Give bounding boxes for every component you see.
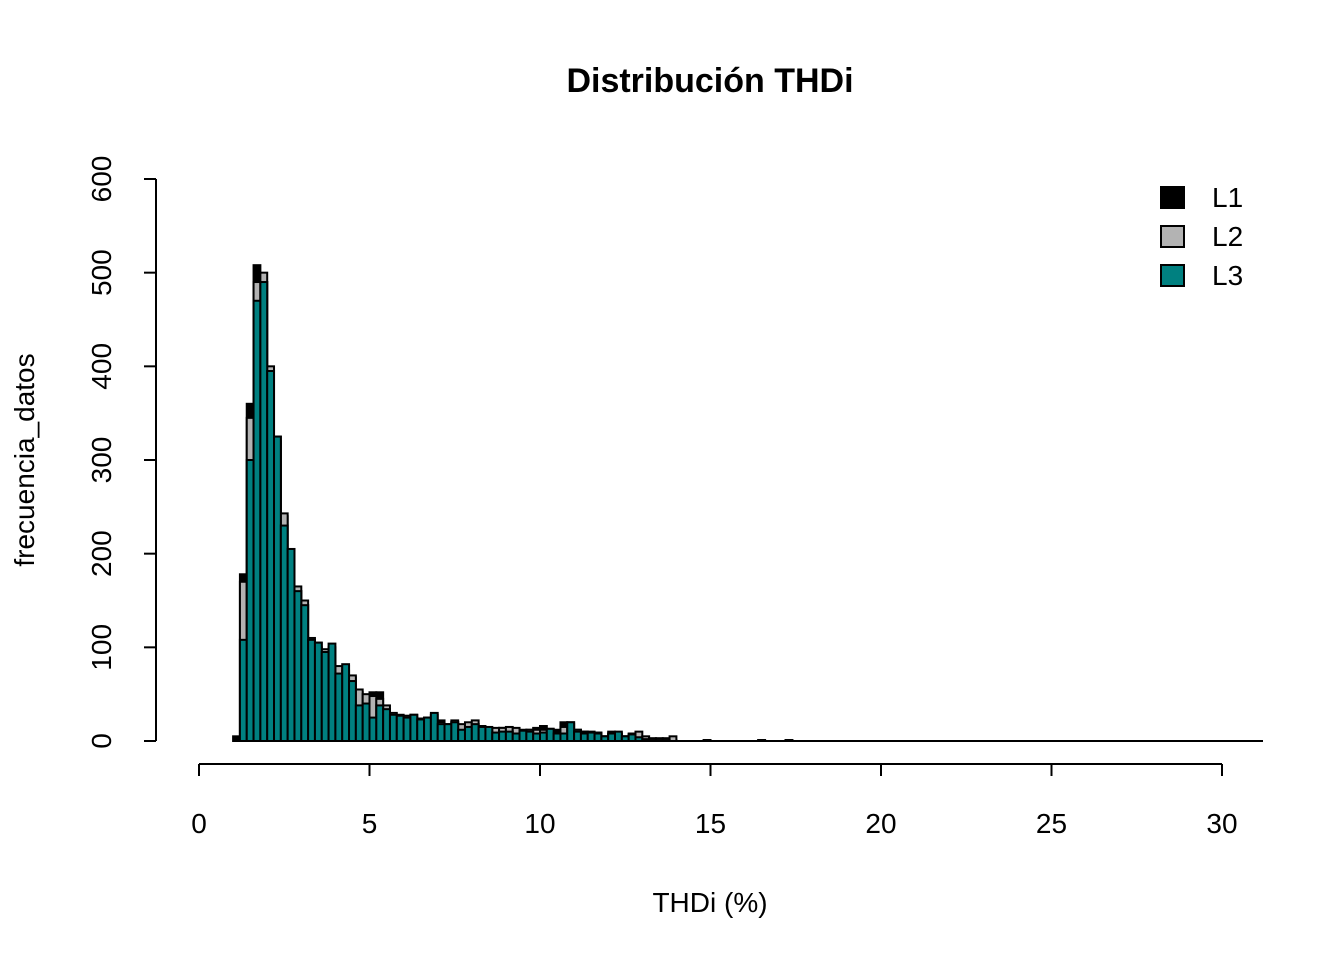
bar-L3-10.8: [566, 721, 576, 742]
bar-L3-9.4: [518, 729, 528, 742]
bar-L3-11.6: [593, 732, 603, 742]
bar-L3-2.8: [293, 590, 303, 743]
x-tick-label-15: 15: [695, 808, 726, 839]
x-tick-label-30: 30: [1206, 808, 1237, 839]
bar-L3-7.6: [457, 728, 466, 743]
bar-L3-7: [436, 723, 446, 743]
bar-L3-8.6: [491, 731, 501, 743]
bar-L3-8: [470, 723, 480, 743]
bar-L3-1.6: [252, 299, 262, 742]
y-axis: 0 100 200 300 400 500 600: [86, 156, 157, 749]
legend-item-L2: L2: [1160, 221, 1243, 252]
bar-L3-8.4: [484, 725, 494, 743]
bar-L3-7.2: [443, 723, 453, 743]
bar-L3-11.4: [586, 731, 596, 743]
y-tick-label-0: 0: [86, 733, 117, 749]
bar-L3-10.6: [559, 732, 569, 742]
bar-L3-1.4: [245, 459, 255, 742]
legend-item-L1: L1: [1160, 182, 1243, 213]
bar-L3-3.4: [313, 641, 323, 743]
bar-L3-2.2: [273, 435, 282, 742]
bar-L3-9.2: [511, 732, 521, 742]
bar-L3-12.2: [614, 730, 623, 743]
y-axis-label: frecuencia_datos: [9, 353, 40, 566]
bar-L3-6.4: [416, 718, 426, 742]
bar-L3-3: [300, 604, 310, 743]
bar-L3-5.2: [375, 704, 385, 743]
legend-swatch-L1: [1160, 186, 1185, 209]
bar-L3-3.6: [320, 651, 330, 742]
bar-L3-11: [573, 730, 582, 743]
bar-L3-4.4: [348, 680, 357, 743]
chart-title: Distribución THDi: [566, 62, 853, 100]
bar-L3-5.4: [382, 708, 391, 742]
bar-L3-3.2: [307, 638, 316, 743]
bar-L3-2.6: [286, 547, 296, 742]
bar-L3-12: [607, 732, 617, 742]
bar-L3-4: [334, 672, 344, 742]
bar-L3-8.2: [477, 725, 487, 743]
x-tick-label-5: 5: [362, 808, 378, 839]
bar-L3-6.8: [429, 711, 439, 743]
bar-L3-4.6: [354, 704, 364, 743]
bar-L3-6: [402, 716, 412, 742]
x-tick-label-0: 0: [191, 808, 207, 839]
bar-L3-6.6: [423, 716, 432, 742]
series-L3: [238, 281, 671, 743]
x-axis: 0 5 10 15 20 25 30: [191, 763, 1238, 839]
bar-L3-4.8: [361, 702, 371, 742]
bar-L3-7.4: [450, 721, 460, 742]
legend-label-L2: L2: [1212, 221, 1243, 252]
legend-item-L3: L3: [1160, 260, 1243, 291]
bar-L3-1.8: [259, 281, 269, 742]
histogram-bars: [232, 264, 1263, 743]
x-axis-label: THDi (%): [652, 887, 767, 918]
legend-label-L1: L1: [1212, 182, 1243, 213]
bar-L3-10: [539, 731, 548, 743]
bar-L3-2: [266, 370, 276, 742]
bar-L3-4.2: [341, 663, 351, 743]
bar-L3-10.2: [545, 727, 555, 742]
bar-L3-9: [504, 730, 514, 743]
legend-swatch-L2: [1160, 225, 1185, 248]
bar-L3-11.2: [579, 732, 589, 742]
y-tick-label-600: 600: [86, 156, 117, 203]
bar-L3-10.4: [552, 732, 562, 742]
x-tick-label-25: 25: [1036, 808, 1067, 839]
y-tick-label-100: 100: [86, 624, 117, 671]
bar-L3-6.2: [409, 713, 419, 742]
bar-L3-7.8: [463, 725, 473, 743]
legend: L1 L2 L3: [1160, 182, 1243, 291]
legend-swatch-L3: [1160, 264, 1185, 287]
y-tick-label-200: 200: [86, 530, 117, 577]
bar-L3-9.8: [532, 732, 541, 742]
bar-L3-5.6: [388, 713, 398, 742]
bar-L3-8.8: [498, 730, 507, 743]
x-tick-label-10: 10: [524, 808, 555, 839]
x-tick-label-20: 20: [865, 808, 896, 839]
bar-L3-1.2: [238, 638, 248, 743]
bar-L3-2.4: [279, 524, 289, 742]
legend-label-L3: L3: [1212, 260, 1243, 291]
bar-L3-5.8: [395, 714, 405, 743]
y-tick-label-300: 300: [86, 437, 117, 484]
bar-L3-9.6: [525, 730, 535, 743]
y-tick-label-400: 400: [86, 343, 117, 390]
bar-L3-3.8: [327, 642, 337, 742]
bar-L3-5: [368, 716, 378, 742]
y-tick-label-500: 500: [86, 249, 117, 296]
